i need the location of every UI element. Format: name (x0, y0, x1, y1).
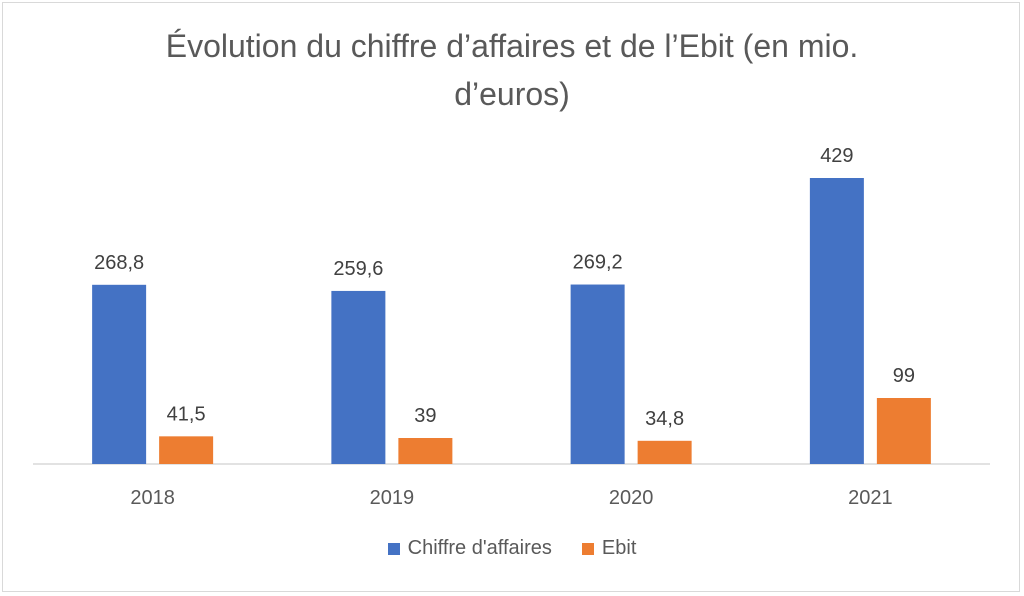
legend-swatch-chiffre-affaires (387, 542, 400, 555)
data-label-chiffre-affaires-2020: 269,2 (573, 252, 623, 274)
bar-ebit-2021 (876, 398, 931, 464)
chart-legend: Chiffre d'affaires Ebit (0, 537, 1024, 560)
x-tick-label-2019: 2019 (370, 487, 415, 509)
bar-ebit-2018 (159, 436, 214, 464)
legend-swatch-ebit (581, 542, 594, 555)
bar-ebit-2020 (637, 440, 692, 464)
chart-title-line-2: d’euros) (454, 76, 570, 112)
bar-chiffre-affaires-2019 (331, 290, 386, 464)
x-tick-label-2021: 2021 (848, 487, 893, 509)
bar-chiffre-affaires-2021 (809, 178, 864, 464)
legend-item-chiffre-affaires: Chiffre d'affaires (387, 537, 552, 560)
legend-item-ebit: Ebit (581, 537, 637, 560)
data-label-chiffre-affaires-2021: 429 (820, 145, 853, 167)
x-tick-label-2020: 2020 (609, 487, 654, 509)
data-label-ebit-2020: 34,8 (645, 408, 684, 430)
legend-label-ebit: Ebit (601, 537, 637, 559)
data-label-chiffre-affaires-2018: 268,8 (94, 252, 144, 274)
data-label-ebit-2018: 41,5 (167, 403, 206, 425)
data-label-ebit-2019: 39 (414, 405, 436, 427)
data-label-ebit-2021: 99 (893, 365, 915, 387)
bar-ebit-2019 (398, 438, 453, 464)
data-label-chiffre-affaires-2019: 259,6 (333, 258, 383, 280)
bar-chiffre-affaires-2020 (570, 284, 625, 464)
bar-chiffre-affaires-2018 (92, 284, 147, 464)
x-tick-label-2018: 2018 (130, 487, 175, 509)
chart-title-line-1: Évolution du chiffre d’affaires et de l’… (165, 28, 859, 64)
chart-title: Évolution du chiffre d’affaires et de l’… (0, 22, 1024, 118)
legend-label-chiffre-affaires: Chiffre d'affaires (407, 537, 552, 559)
